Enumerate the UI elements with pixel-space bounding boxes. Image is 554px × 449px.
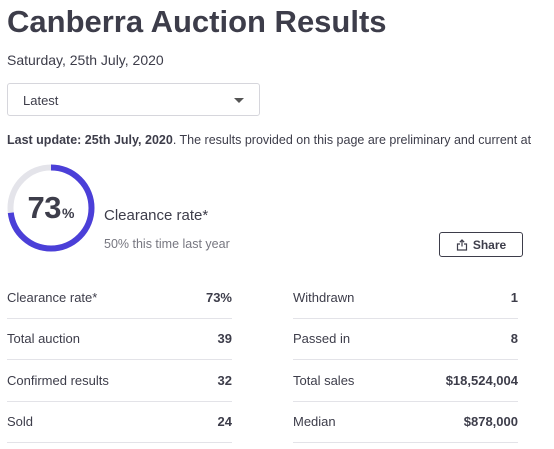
clearance-rate-label: Clearance rate* — [104, 207, 209, 224]
stat-label: Total sales — [293, 372, 355, 388]
stat-label: Total auction — [7, 331, 80, 347]
ring-progress-arc — [7, 164, 95, 252]
auction-date: Saturday, 25th July, 2020 — [7, 52, 164, 68]
stat-value: 39 — [217, 331, 232, 347]
stats-table-left: Clearance rate* 73% Total auction 39 Con… — [7, 277, 232, 443]
stat-value: 24 — [217, 414, 232, 430]
results-period-select[interactable]: Latest — [7, 83, 260, 116]
stat-value: $878,000 — [463, 414, 518, 430]
last-update-text: . The results provided on this page are … — [172, 133, 532, 147]
stats-table-right: Withdrawn 1 Passed in 8 Total sales $18,… — [293, 277, 518, 443]
stat-label: Median — [293, 414, 336, 430]
stat-value: $18,524,004 — [445, 372, 518, 388]
stat-value: 73% — [205, 289, 232, 305]
stat-label: Confirmed results — [7, 372, 109, 388]
stat-label: Passed in — [293, 331, 351, 347]
clearance-rate-ring — [7, 164, 95, 252]
stat-label: Sold — [7, 414, 34, 430]
clearance-rate-unit: % — [62, 205, 75, 221]
clearance-rate-value: 73% — [7, 164, 95, 252]
last-update-notice: Last update: 25th July, 2020. The result… — [7, 133, 554, 147]
stat-label: Withdrawn — [293, 289, 355, 305]
stat-row: Total sales $18,524,004 — [293, 360, 518, 402]
select-value: Latest — [23, 93, 59, 108]
stat-value: 8 — [510, 331, 518, 347]
share-button-label: Share — [472, 237, 507, 252]
share-icon — [456, 238, 467, 251]
stat-row: Median $878,000 — [293, 402, 518, 443]
share-button[interactable]: Share — [439, 232, 523, 257]
clearance-rate-number: 73 — [27, 190, 62, 225]
stat-row: Total auction 39 — [7, 319, 232, 360]
stat-value: 32 — [217, 372, 232, 388]
caret-down-icon — [234, 98, 244, 103]
stat-row: Sold 24 — [7, 402, 232, 443]
clearance-rate-previous: 50% this time last year — [104, 237, 230, 251]
stat-label: Clearance rate* — [7, 289, 98, 305]
page-title: Canberra Auction Results — [7, 4, 387, 39]
stat-row: Withdrawn 1 — [293, 277, 518, 319]
last-update-date: 25th July, 2020 — [84, 133, 173, 147]
stat-value: 1 — [510, 289, 518, 305]
last-update-label: Last update: — [7, 133, 82, 147]
stat-row: Confirmed results 32 — [7, 360, 232, 402]
stat-row: Passed in 8 — [293, 319, 518, 360]
stat-row: Clearance rate* 73% — [7, 277, 232, 319]
